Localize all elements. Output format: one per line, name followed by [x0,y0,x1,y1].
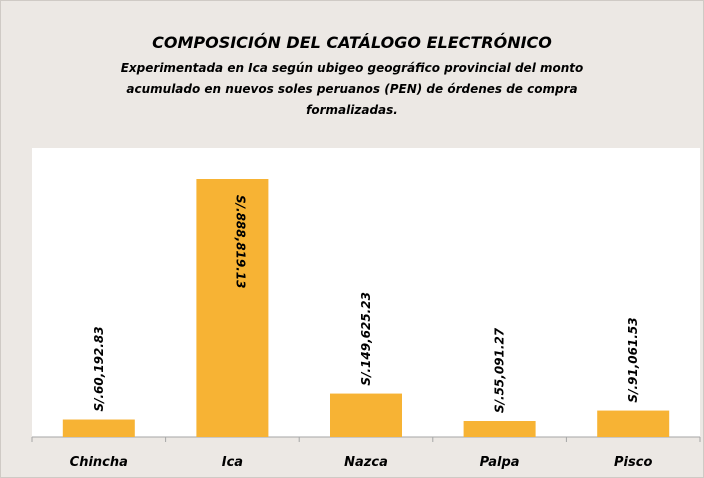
data-label: S/.91,061.53 [626,317,640,402]
bar [62,419,135,437]
x-tick-label: Nazca [344,455,388,470]
chart-subtitle: Experimentada en Ica según ubigeo geográ… [121,61,584,75]
x-tick-label: Ica [222,455,243,470]
x-tick-label: Chincha [70,455,128,470]
x-tick-label: Pisco [614,455,652,470]
data-label: S/.149,625.23 [359,292,373,386]
plot-area [32,148,700,437]
chart-subtitle: formalizadas. [306,103,398,117]
bar [196,179,269,437]
bar [597,410,670,437]
chart-title: COMPOSICIÓN DEL CATÁLOGO ELECTRÓNICO [152,33,552,52]
x-tick-label: Palpa [480,455,520,470]
bar [330,393,402,437]
data-label: S/.55,091.27 [493,327,507,413]
bar [463,421,536,437]
data-label: S/.888,819.13 [233,195,247,289]
data-label: S/.60,192.83 [92,326,106,411]
chart-subtitle: acumulado en nuevos soles peruanos (PEN)… [126,82,577,96]
